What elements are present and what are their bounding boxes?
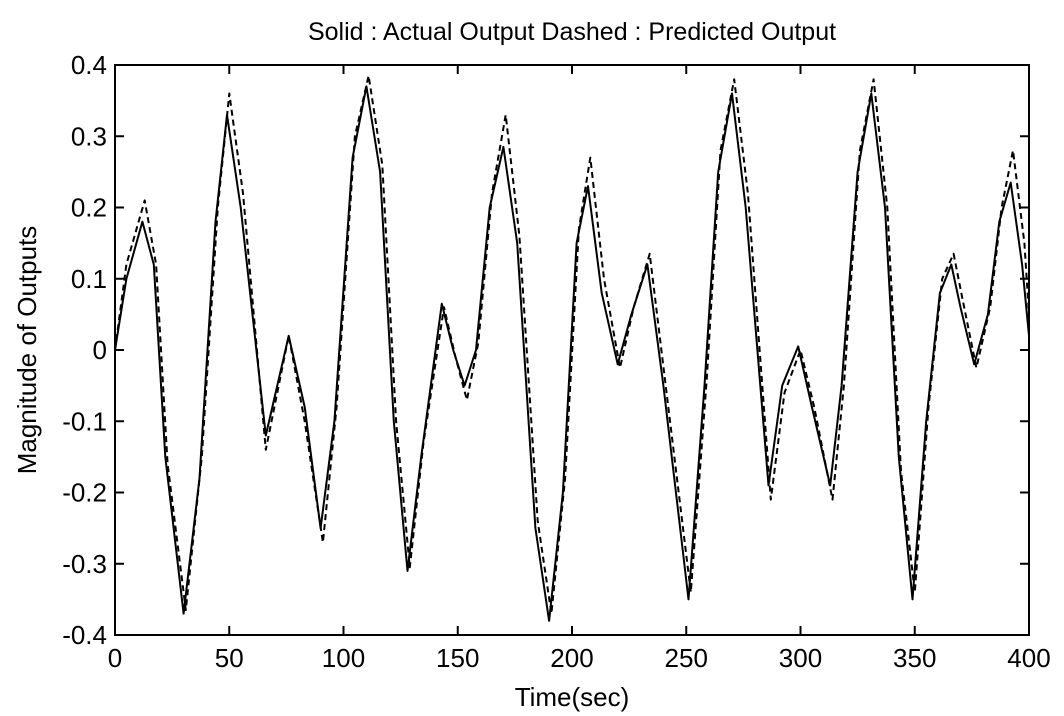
x-tick-label: 0 [108,643,122,673]
x-tick-label: 100 [322,643,365,673]
x-tick-label: 150 [436,643,479,673]
y-tick-label: -0.2 [62,478,107,508]
y-tick-label: -0.3 [62,549,107,579]
y-tick-label: 0.2 [71,193,107,223]
x-tick-label: 50 [215,643,244,673]
y-tick-label: 0 [93,335,107,365]
actual-output-line [114,85,1030,622]
plot-area: 0 50 100 150 200 250 300 350 400 -0.4 -0.3 -0.2 -0.1… [62,50,1051,673]
x-tick-label: 350 [893,643,936,673]
y-tick-label: -0.1 [62,406,107,436]
x-axis-label: Time(sec) [515,682,630,712]
x-tick-label: 250 [665,643,708,673]
y-tick-label: 0.4 [71,50,107,80]
y-tick-label: 0.1 [71,264,107,294]
y-tick-label: 0.3 [71,121,107,151]
x-tick-label: 300 [779,643,822,673]
y-tick-label: -0.4 [62,620,107,650]
y-axis-label: Magnitude of Outputs [12,226,42,475]
x-tick-label: 200 [550,643,593,673]
x-tick-label: 400 [1007,643,1050,673]
chart-title: Solid : Actual Output Dashed : Predicted… [308,18,836,46]
